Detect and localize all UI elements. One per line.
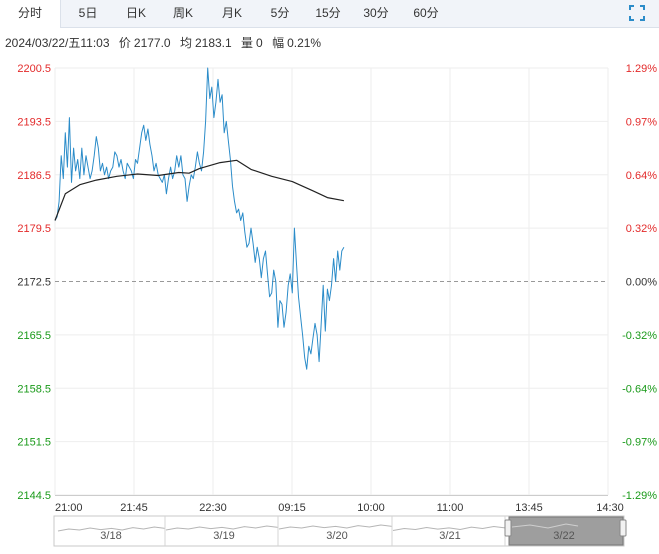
info-avg-label: 均 xyxy=(179,36,192,50)
x-tick-label: 11:00 xyxy=(437,502,464,514)
tab-4[interactable]: 月K xyxy=(221,6,242,20)
navigator-selected-line xyxy=(511,523,579,529)
info-volume-value: 0 xyxy=(256,36,263,50)
tab-8[interactable]: 60分 xyxy=(413,6,439,20)
navigator-mini-line xyxy=(278,524,393,530)
navigator-date-label: 3/19 xyxy=(213,530,234,542)
pct-tick-label: 0.97% xyxy=(626,116,657,128)
info-datetime: 2024/03/22/五11:03 xyxy=(5,36,110,50)
pct-tick-label: 0.00% xyxy=(626,277,657,289)
x-tick-label: 21:00 xyxy=(55,502,83,514)
pct-tick-label: 0.64% xyxy=(626,170,657,182)
info-avg: 均 2183.1 xyxy=(180,36,232,50)
navigator-mini-line xyxy=(165,525,279,531)
pct-tick-label: -0.97% xyxy=(622,437,657,449)
y-tick-label: 2193.5 xyxy=(17,116,51,128)
pct-tick-label: -1.29% xyxy=(622,490,657,502)
pct-tick-label: 0.32% xyxy=(626,223,657,235)
tab-6[interactable]: 15分 xyxy=(315,6,341,20)
price-line xyxy=(54,67,345,370)
x-tick-label: 21:45 xyxy=(120,502,148,514)
navigator-handle xyxy=(619,519,627,537)
navigator-date-label: 3/20 xyxy=(326,530,347,542)
navigator-frame xyxy=(53,515,625,547)
x-tick-label: 09:15 xyxy=(278,502,306,514)
navigator-date-label: 3/18 xyxy=(100,530,121,542)
x-tick-label: 14:30 xyxy=(596,502,624,514)
x-tick-label: 13:45 xyxy=(515,502,543,514)
info-price-label: 价 xyxy=(118,36,131,50)
y-tick-label: 2200.5 xyxy=(17,63,51,75)
y-tick-label: 2179.5 xyxy=(17,223,51,235)
info-amplitude: 幅 0.21% xyxy=(272,36,321,50)
pct-tick-label: -0.32% xyxy=(622,330,657,342)
y-tick-label: 2186.5 xyxy=(17,170,51,182)
x-tick-label: 10:00 xyxy=(357,502,385,514)
y-tick-label: 2151.5 xyxy=(17,437,51,449)
info-amplitude-value: 0.21% xyxy=(287,36,322,50)
info-amplitude-label: 幅 xyxy=(272,36,285,50)
navigator-handle xyxy=(504,519,512,537)
info-price-value: 2177.0 xyxy=(133,36,171,50)
tab-7[interactable]: 30分 xyxy=(363,6,389,20)
tab-0[interactable]: 分时 xyxy=(0,0,61,28)
info-volume-label: 量 xyxy=(241,36,254,50)
y-tick-label: 2158.5 xyxy=(17,383,51,395)
navigator-mini-line xyxy=(57,526,166,532)
fullscreen-icon[interactable] xyxy=(629,5,645,21)
navigator-mini-line xyxy=(392,525,506,531)
x-tick-label: 22:30 xyxy=(199,502,227,514)
y-tick-label: 2172.5 xyxy=(17,277,51,289)
navigator-date-label: 3/21 xyxy=(439,530,460,542)
pct-tick-label: -0.64% xyxy=(622,383,657,395)
y-tick-label: 2165.5 xyxy=(17,330,51,342)
tab-5[interactable]: 5分 xyxy=(270,6,290,20)
info-price: 价 2177.0 xyxy=(119,36,171,50)
tab-2[interactable]: 日K xyxy=(125,6,146,20)
pct-tick-label: 1.29% xyxy=(626,63,657,75)
average-line xyxy=(54,159,345,221)
info-avg-value: 2183.1 xyxy=(194,36,232,50)
tab-3[interactable]: 周K xyxy=(172,6,193,20)
navigator-selected-range xyxy=(508,516,624,546)
period-tab-bar: 分时 5日 日K 周K 月K 5分 15分 30分 60分 xyxy=(0,0,659,28)
tab-1[interactable]: 5日 xyxy=(78,6,98,20)
y-tick-label: 2144.5 xyxy=(17,490,51,502)
navigator-date-label: 3/22 xyxy=(553,530,574,542)
